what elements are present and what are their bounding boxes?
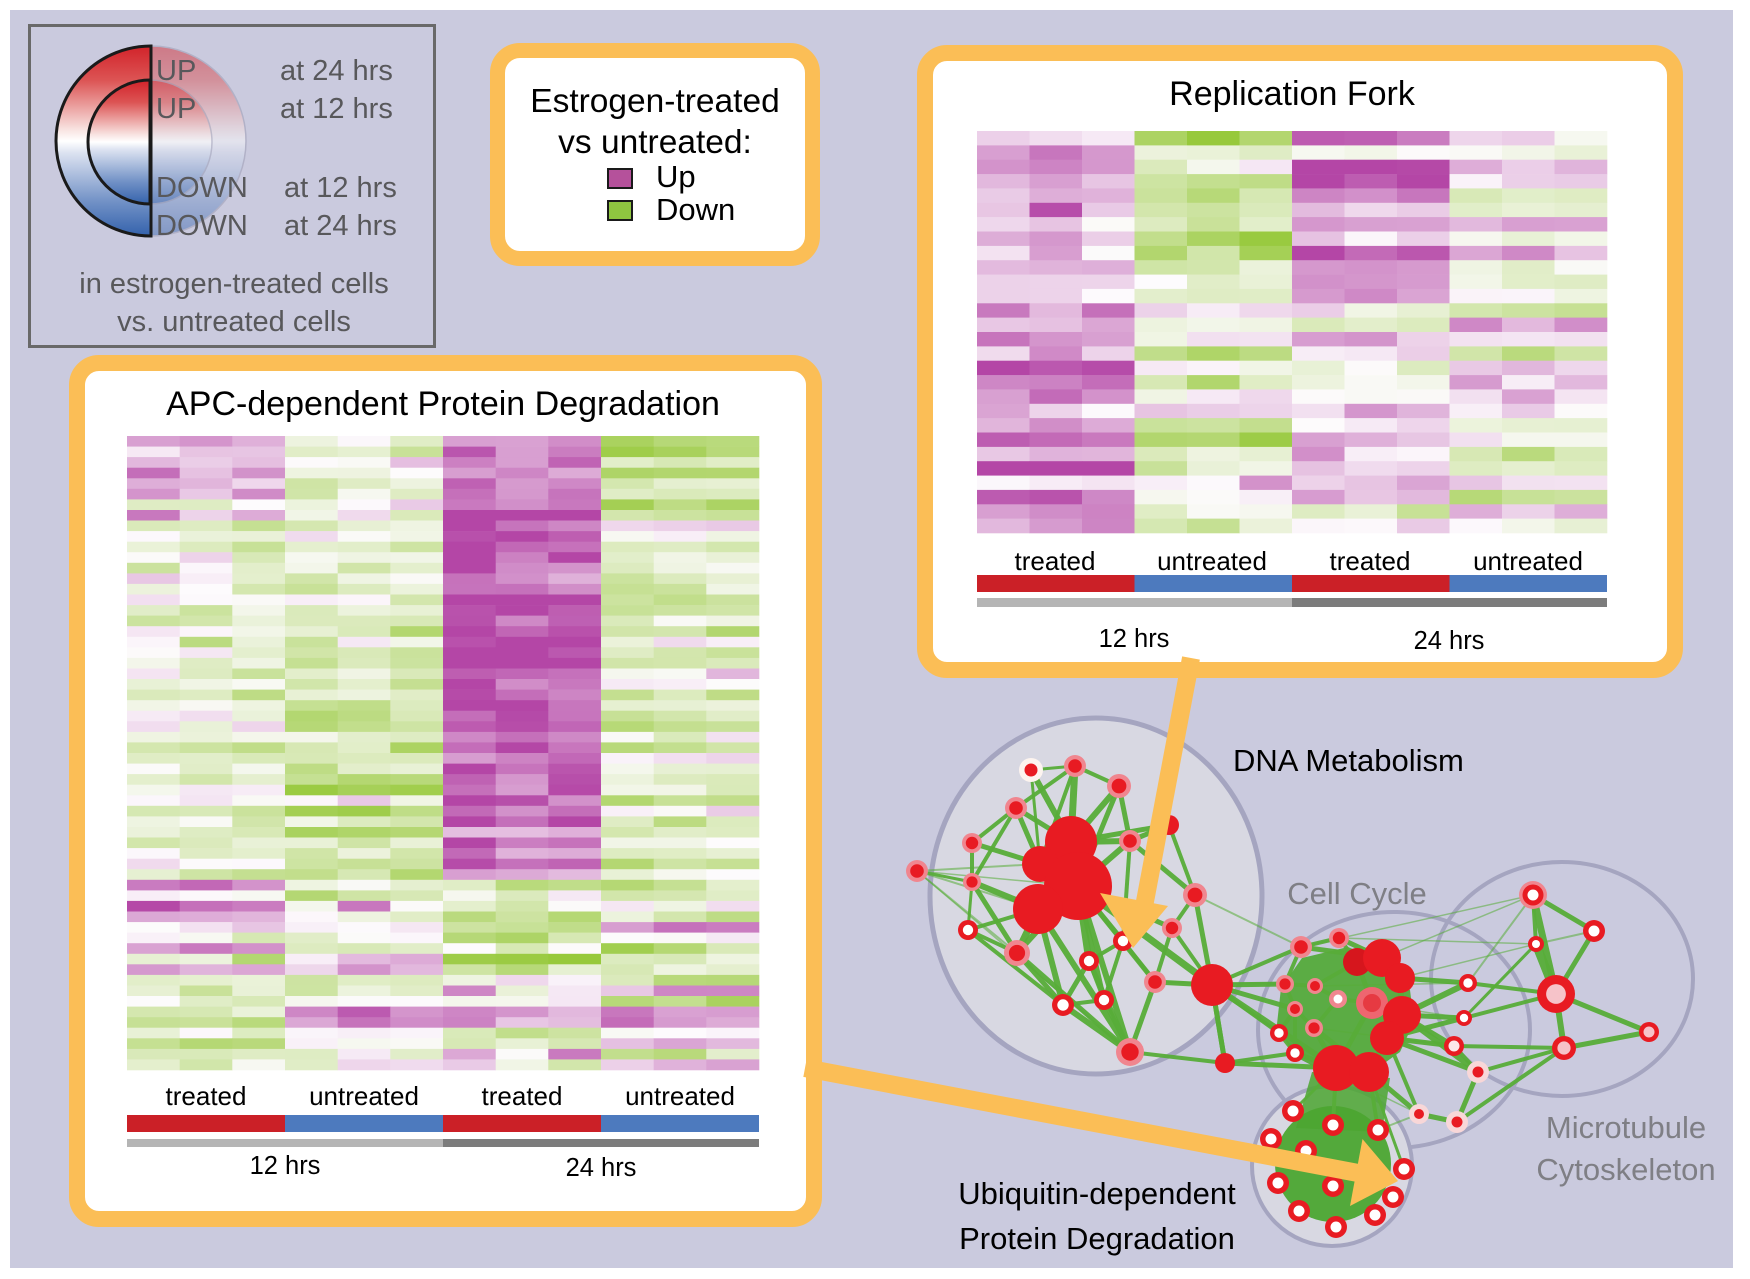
svg-text:12 hrs: 12 hrs — [1099, 625, 1170, 653]
svg-text:treated: treated — [482, 1081, 563, 1111]
svg-text:Cell Cycle: Cell Cycle — [1287, 876, 1427, 911]
svg-text:untreated: untreated — [1473, 546, 1583, 576]
svg-text:at 12 hrs: at 12 hrs — [284, 172, 397, 204]
svg-text:at 12 hrs: at 12 hrs — [280, 93, 393, 125]
svg-text:Microtubule: Microtubule — [1546, 1110, 1706, 1145]
svg-text:vs untreated:: vs untreated: — [558, 124, 752, 161]
svg-text:in estrogen-treated cells: in estrogen-treated cells — [79, 268, 389, 300]
svg-text:at 24 hrs: at 24 hrs — [280, 55, 393, 87]
svg-text:Up: Up — [656, 159, 696, 194]
svg-text:DNA Metabolism: DNA Metabolism — [1233, 743, 1464, 778]
svg-text:DOWN: DOWN — [156, 210, 248, 242]
svg-text:UP: UP — [156, 93, 196, 125]
svg-text:untreated: untreated — [309, 1081, 419, 1111]
svg-text:12 hrs: 12 hrs — [250, 1152, 321, 1180]
svg-text:Protein Degradation: Protein Degradation — [959, 1221, 1235, 1256]
svg-text:24 hrs: 24 hrs — [1414, 627, 1485, 655]
svg-text:untreated: untreated — [1157, 546, 1267, 576]
svg-text:vs. untreated cells: vs. untreated cells — [117, 306, 351, 338]
svg-text:untreated: untreated — [625, 1081, 735, 1111]
svg-text:Estrogen-treated: Estrogen-treated — [530, 83, 780, 120]
svg-text:Cytoskeleton: Cytoskeleton — [1536, 1152, 1715, 1187]
svg-text:treated: treated — [1015, 546, 1096, 576]
svg-text:DOWN: DOWN — [156, 172, 248, 204]
svg-text:UP: UP — [156, 55, 196, 87]
svg-text:APC-dependent Protein Degradat: APC-dependent Protein Degradation — [166, 385, 720, 423]
svg-text:Down: Down — [656, 192, 735, 227]
svg-text:Ubiquitin-dependent: Ubiquitin-dependent — [958, 1176, 1236, 1211]
svg-text:treated: treated — [166, 1081, 247, 1111]
svg-text:treated: treated — [1330, 546, 1411, 576]
svg-text:Replication Fork: Replication Fork — [1169, 75, 1416, 113]
svg-text:at 24 hrs: at 24 hrs — [284, 210, 397, 242]
svg-text:24 hrs: 24 hrs — [566, 1154, 637, 1182]
